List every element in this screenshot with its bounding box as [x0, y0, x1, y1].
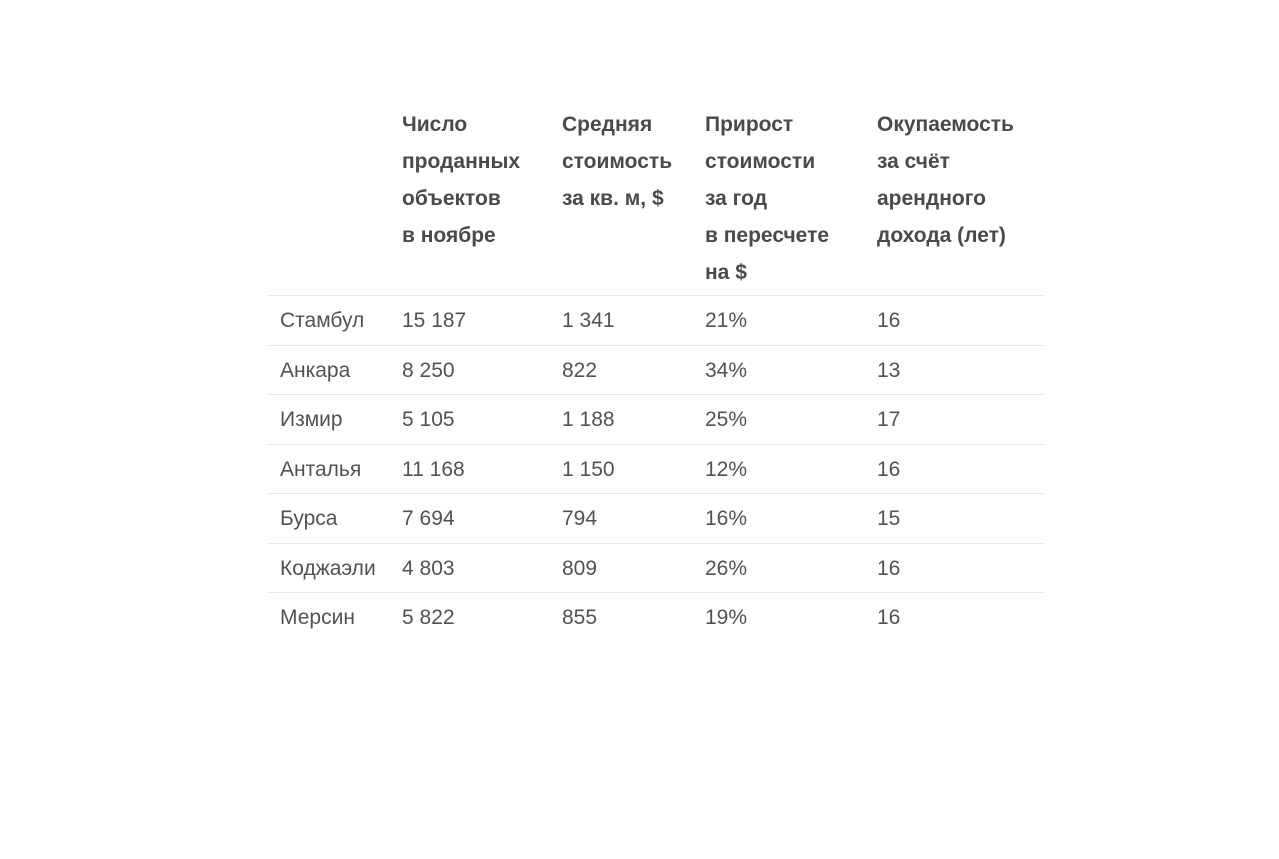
column-header-avg-price: Средняя стоимость за кв. м, $: [549, 106, 692, 296]
table-row: Мерсин 5 822 855 19% 16: [267, 593, 1045, 642]
row-label-cell: Бурса: [267, 493, 389, 544]
column-header-city: [267, 106, 389, 296]
column-header-payback: Окупаемость за счёт арендного дохода (ле…: [864, 106, 1045, 296]
row-label-cell: Анталья: [267, 444, 389, 494]
table-row: Стамбул 15 187 1 341 21% 16: [267, 295, 1045, 346]
table-cell: 5 105: [389, 394, 549, 445]
table-cell: 19%: [705, 606, 748, 629]
table-cell: 16: [864, 295, 1045, 346]
table-cell: 13: [864, 345, 1045, 395]
table-row: Анталья 11 168 1 150 12% 16: [267, 444, 1045, 494]
column-header-sold-objects: Число проданных объектов в ноябре: [389, 106, 549, 296]
table-row: Коджаэли 4 803 809 26% 16: [267, 543, 1045, 593]
table-row: Измир 5 105 1 188 25% 17: [267, 394, 1045, 445]
cities-table-container: Число проданных объектов в ноябре Средня…: [267, 106, 1279, 642]
row-label-cell: Анкара: [267, 345, 389, 395]
turkey-real-estate-table: Число проданных объектов в ноябре Средня…: [267, 106, 1045, 642]
table-row: Анкара 8 250 822 34% 13: [267, 345, 1045, 395]
table-cell: 12%: [692, 444, 864, 494]
table-cell: 1 188: [549, 394, 692, 445]
table-cell: 16: [864, 444, 1045, 494]
table-cell: 15: [864, 493, 1045, 544]
table-cell: 7 694: [389, 493, 549, 544]
table-cell: 1 341: [549, 295, 692, 346]
table-cell: 4 803: [389, 543, 549, 593]
table-cell: 16: [877, 606, 901, 629]
row-label-cell: Коджаэли: [267, 543, 389, 593]
row-label-cell: Измир: [267, 394, 389, 445]
row-label-cell: Стамбул: [267, 295, 389, 346]
table-cell: 26%: [692, 543, 864, 593]
table-cell: 11 168: [389, 444, 549, 494]
table-cell: 809: [549, 543, 692, 593]
header-row: Число проданных объектов в ноябре Средня…: [267, 106, 1045, 296]
table-cell: 16: [864, 543, 1045, 593]
table-row: Бурса 7 694 794 16% 15: [267, 493, 1045, 544]
table-cell: 794: [549, 493, 692, 544]
table-cell: 16%: [692, 493, 864, 544]
table-cell: 21%: [692, 295, 864, 346]
table-cell: 8 250: [389, 345, 549, 395]
table-cell: 1 150: [549, 444, 692, 494]
table-cell: 15 187: [389, 295, 549, 346]
column-header-yearly-growth: Прирост стоимости за год в пересчете на …: [692, 106, 864, 296]
table-cell: 822: [549, 345, 692, 395]
table-cell: 855: [562, 606, 598, 629]
row-label-cell: Мерсин: [280, 606, 355, 629]
table-cell: 5 822: [402, 606, 455, 629]
table-cell: 34%: [692, 345, 864, 395]
table-cell: 25%: [692, 394, 864, 445]
table-cell: 17: [864, 394, 1045, 445]
